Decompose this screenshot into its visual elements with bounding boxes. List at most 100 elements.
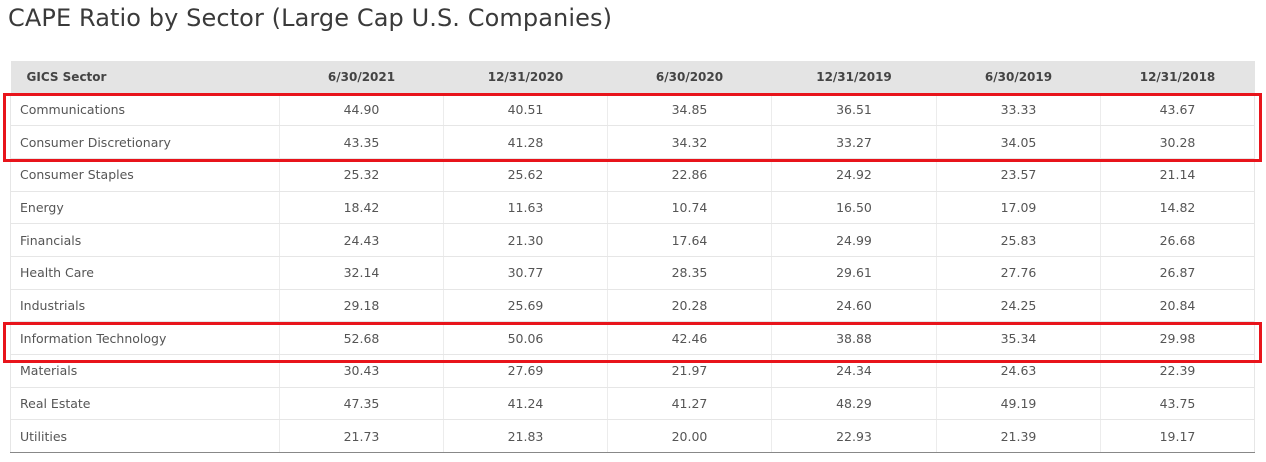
cape-value-cell: 24.43: [279, 223, 444, 257]
column-header-date: 12/31/2018: [1100, 61, 1255, 94]
table-row: Health Care 32.14 30.77 28.35 29.61 27.76 26.8…: [10, 256, 1255, 290]
cape-value-cell: 21.83: [443, 419, 608, 454]
cape-value-cell: 27.76: [936, 256, 1101, 290]
cape-value-cell: 22.86: [607, 158, 772, 192]
cape-ratio-table: GICS Sector 6/30/2021 12/31/2020 6/30/2020 1…: [10, 61, 1255, 454]
table-row: Consumer Staples 25.32 25.62 22.86 24.92 23.5…: [10, 158, 1255, 192]
cape-value-cell: 50.06: [443, 321, 608, 355]
cape-value-cell: 11.63: [443, 191, 608, 225]
cape-table-container: GICS Sector 6/30/2021 12/31/2020 6/30/2020 1…: [10, 61, 1255, 454]
cape-value-cell: 28.35: [607, 256, 772, 290]
cape-value-cell: 44.90: [279, 93, 444, 127]
sector-name-cell: Materials: [10, 354, 280, 388]
table-row: Industrials 29.18 25.69 20.28 24.60 24.25 20.8…: [10, 289, 1255, 323]
cape-value-cell: 21.39: [936, 419, 1101, 454]
cape-value-cell: 21.97: [607, 354, 772, 388]
page-title: CAPE Ratio by Sector (Large Cap U.S. Com…: [8, 4, 613, 32]
cape-value-cell: 21.30: [443, 223, 608, 257]
cape-value-cell: 24.34: [771, 354, 937, 388]
cape-value-cell: 42.46: [607, 321, 772, 355]
sector-name-cell: Real Estate: [10, 387, 280, 421]
cape-value-cell: 33.27: [771, 125, 937, 159]
cape-value-cell: 21.14: [1100, 158, 1255, 192]
cape-value-cell: 29.98: [1100, 321, 1255, 355]
column-header-date: 12/31/2020: [443, 61, 608, 94]
column-header-date: 6/30/2021: [279, 61, 444, 94]
cape-value-cell: 14.82: [1100, 191, 1255, 225]
sector-name-cell: Energy: [10, 191, 280, 225]
sector-name-cell: Consumer Discretionary: [10, 125, 280, 159]
cape-value-cell: 23.57: [936, 158, 1101, 192]
sector-name-cell: Utilities: [10, 419, 280, 454]
cape-value-cell: 24.92: [771, 158, 937, 192]
cape-value-cell: 22.93: [771, 419, 937, 454]
sector-name-cell: Communications: [10, 93, 280, 127]
cape-value-cell: 33.33: [936, 93, 1101, 127]
cape-value-cell: 32.14: [279, 256, 444, 290]
cape-value-cell: 48.29: [771, 387, 937, 421]
cape-value-cell: 25.62: [443, 158, 608, 192]
cape-value-cell: 25.69: [443, 289, 608, 323]
cape-value-cell: 20.84: [1100, 289, 1255, 323]
cape-value-cell: 25.32: [279, 158, 444, 192]
cape-value-cell: 24.63: [936, 354, 1101, 388]
cape-value-cell: 30.77: [443, 256, 608, 290]
cape-value-cell: 25.83: [936, 223, 1101, 257]
sector-name-cell: Information Technology: [10, 321, 280, 355]
cape-value-cell: 52.68: [279, 321, 444, 355]
cape-value-cell: 19.17: [1100, 419, 1255, 454]
cape-value-cell: 47.35: [279, 387, 444, 421]
cape-value-cell: 34.05: [936, 125, 1101, 159]
table-row: Energy 18.42 11.63 10.74 16.50 17.09 14.82: [10, 191, 1255, 225]
sector-name-cell: Consumer Staples: [10, 158, 280, 192]
cape-value-cell: 16.50: [771, 191, 937, 225]
cape-value-cell: 26.68: [1100, 223, 1255, 257]
cape-value-cell: 20.00: [607, 419, 772, 454]
cape-value-cell: 27.69: [443, 354, 608, 388]
cape-value-cell: 22.39: [1100, 354, 1255, 388]
cape-value-cell: 17.64: [607, 223, 772, 257]
cape-value-cell: 24.99: [771, 223, 937, 257]
column-header-sector: GICS Sector: [10, 61, 280, 94]
cape-value-cell: 43.35: [279, 125, 444, 159]
cape-value-cell: 29.18: [279, 289, 444, 323]
column-header-date: 12/31/2019: [771, 61, 937, 94]
table-row: Financials 24.43 21.30 17.64 24.99 25.83 26.68: [10, 223, 1255, 257]
table-row: Real Estate 47.35 41.24 41.27 48.29 49.19 43.7…: [10, 387, 1255, 421]
sector-name-cell: Industrials: [10, 289, 280, 323]
table-header: GICS Sector 6/30/2021 12/31/2020 6/30/2020 1…: [10, 61, 1255, 94]
table-row: Utilities 21.73 21.83 20.00 22.93 21.39 19.17: [10, 419, 1255, 454]
cape-value-cell: 41.24: [443, 387, 608, 421]
cape-value-cell: 49.19: [936, 387, 1101, 421]
cape-value-cell: 36.51: [771, 93, 937, 127]
table-row: Information Technology 52.68 50.06 42.46 38.…: [10, 321, 1255, 355]
header-row: GICS Sector 6/30/2021 12/31/2020 6/30/2020 1…: [10, 61, 1255, 94]
cape-value-cell: 21.73: [279, 419, 444, 454]
table-row: Communications 44.90 40.51 34.85 36.51 33.33 4…: [10, 93, 1255, 127]
cape-value-cell: 26.87: [1100, 256, 1255, 290]
cape-value-cell: 30.43: [279, 354, 444, 388]
cape-value-cell: 24.60: [771, 289, 937, 323]
cape-value-cell: 35.34: [936, 321, 1101, 355]
sector-name-cell: Health Care: [10, 256, 280, 290]
column-header-date: 6/30/2019: [936, 61, 1101, 94]
cape-value-cell: 34.32: [607, 125, 772, 159]
cape-value-cell: 43.67: [1100, 93, 1255, 127]
cape-value-cell: 38.88: [771, 321, 937, 355]
sector-name-cell: Financials: [10, 223, 280, 257]
cape-value-cell: 24.25: [936, 289, 1101, 323]
cape-value-cell: 43.75: [1100, 387, 1255, 421]
table-row: Consumer Discretionary 43.35 41.28 34.32 33.…: [10, 125, 1255, 159]
cape-value-cell: 20.28: [607, 289, 772, 323]
column-header-date: 6/30/2020: [607, 61, 772, 94]
cape-value-cell: 41.27: [607, 387, 772, 421]
cape-value-cell: 40.51: [443, 93, 608, 127]
table-row: Materials 30.43 27.69 21.97 24.34 24.63 22.39: [10, 354, 1255, 388]
table-body: Communications 44.90 40.51 34.85 36.51 33.33 4…: [10, 93, 1255, 454]
cape-value-cell: 17.09: [936, 191, 1101, 225]
cape-value-cell: 18.42: [279, 191, 444, 225]
cape-value-cell: 30.28: [1100, 125, 1255, 159]
cape-value-cell: 34.85: [607, 93, 772, 127]
cape-value-cell: 29.61: [771, 256, 937, 290]
cape-value-cell: 41.28: [443, 125, 608, 159]
